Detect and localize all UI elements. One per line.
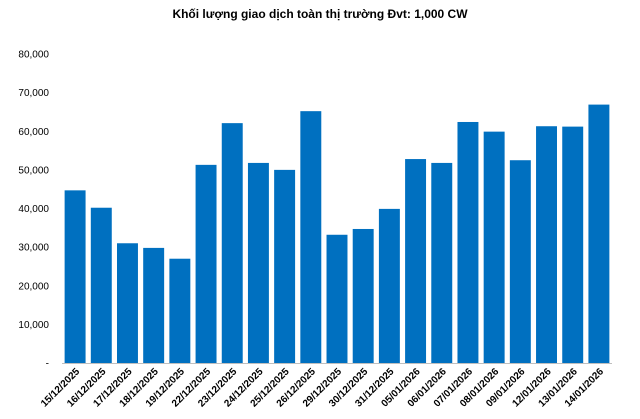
bar (221, 123, 243, 363)
bar (195, 164, 217, 363)
bar (405, 159, 427, 363)
bar (64, 190, 86, 363)
y-tick-label: 70,000 (18, 88, 49, 99)
bar (378, 208, 400, 363)
bar (352, 228, 374, 363)
bar (90, 207, 112, 363)
y-tick-label: 80,000 (18, 50, 49, 61)
bar (326, 234, 348, 363)
y-tick-label: - (46, 359, 49, 370)
y-tick-label: 30,000 (18, 243, 49, 254)
bar (562, 126, 584, 364)
chart-title: Khối lượng giao dịch toàn thị trường Đvt… (172, 7, 468, 21)
bar (509, 160, 531, 363)
bar (483, 131, 505, 363)
bar (143, 247, 165, 363)
y-tick-label: 50,000 (18, 165, 49, 176)
bar (169, 258, 191, 363)
y-tick-label: 20,000 (18, 281, 49, 292)
bar (588, 104, 610, 363)
y-tick-label: 60,000 (18, 127, 49, 138)
bar (247, 162, 269, 363)
bar (117, 243, 138, 363)
y-axis-labels: - 10,000 20,000 30,000 40,000 50,000 60,000 70,… (18, 50, 49, 370)
bar (274, 169, 296, 363)
y-tick-label: 40,000 (18, 204, 49, 215)
bar (300, 111, 322, 363)
x-axis-labels: 15/12/202516/12/202517/12/202518/12/2025… (39, 366, 606, 409)
bar (536, 126, 557, 363)
bar (457, 121, 479, 363)
bars (64, 104, 610, 364)
y-tick-label: 10,000 (18, 320, 49, 331)
bar (431, 162, 453, 363)
